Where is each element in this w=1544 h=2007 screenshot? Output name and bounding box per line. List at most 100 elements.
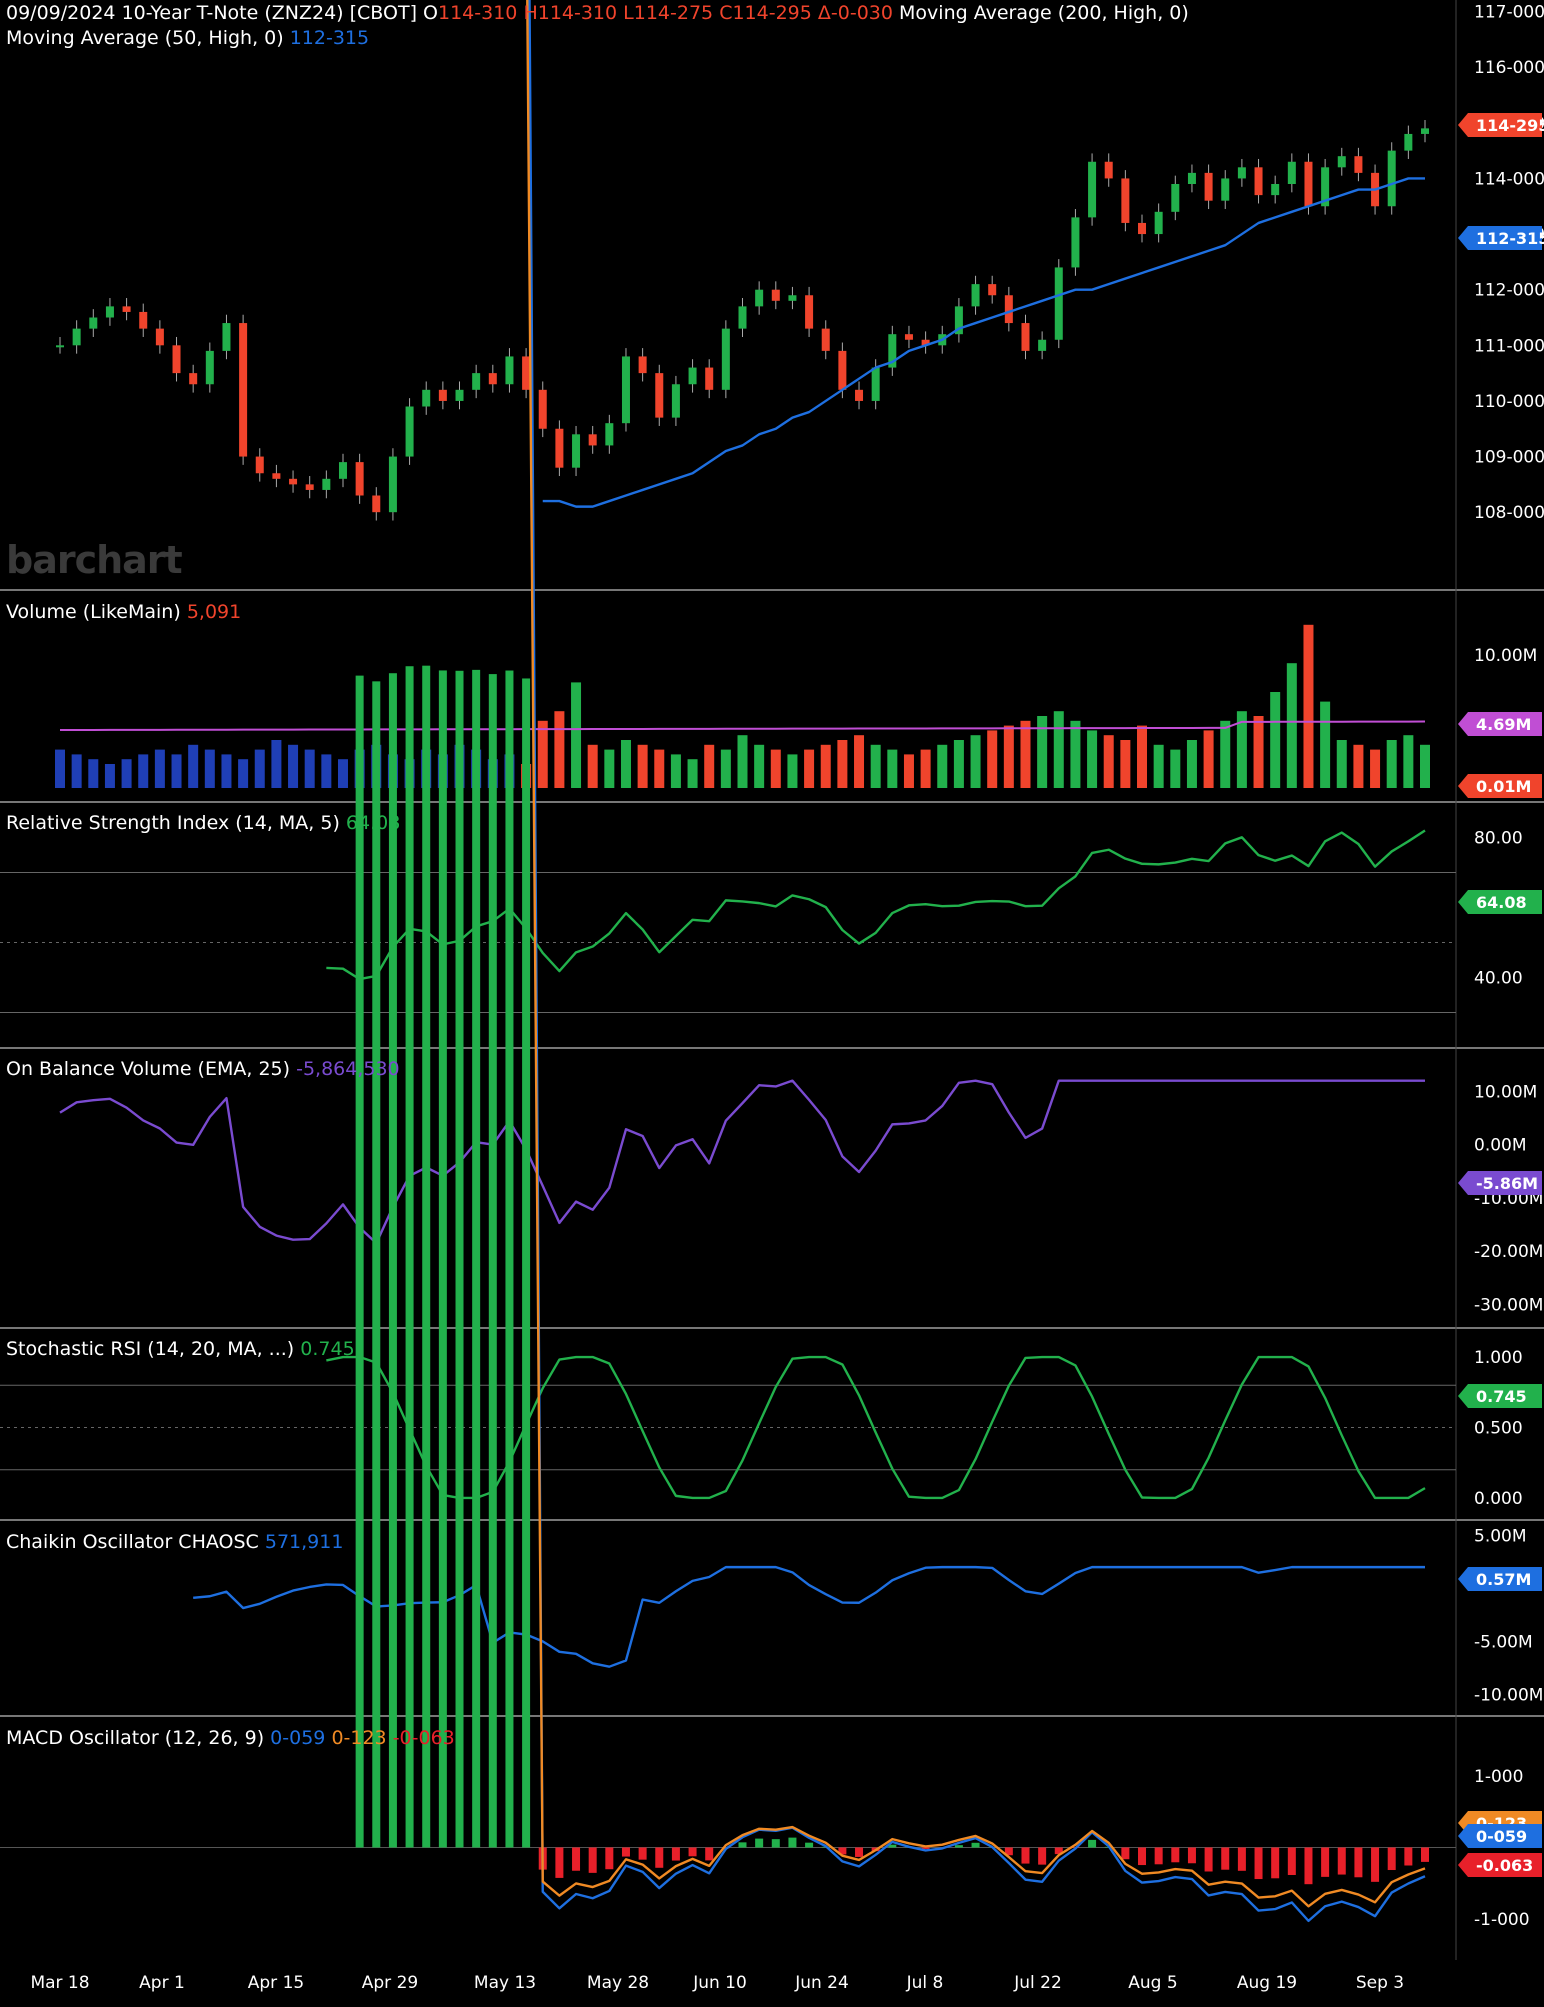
candle-body [1121,178,1129,223]
candle-body [1271,184,1279,195]
candle-body [1188,173,1196,184]
macd-hist-bar [1171,1848,1179,1863]
ma50-header: Moving Average (50, High, 0) 112-315 [6,27,369,49]
volume-bar [1120,740,1130,788]
volume-bar [971,735,981,788]
macd-hist-bar [1021,1848,1029,1864]
volume-bar [688,759,698,788]
close-price-badge-text: 114-295 [1476,116,1544,135]
volume-bar [122,759,132,788]
macd-hist-bar [489,674,497,1847]
macd-hist-bar [955,1845,963,1847]
candle-body [1221,178,1229,200]
candle-body [156,329,164,346]
volume-bar [954,740,964,788]
macd-hist-bar [1038,1848,1046,1865]
macd-hist-bar [422,666,430,1848]
price-tick-label: 117-000 [1474,3,1544,23]
macd-hist-bar [1088,1840,1096,1848]
volume-bar [921,750,931,788]
volume-bar [1254,716,1264,788]
candle-body [123,306,131,312]
header-ma50-label: Moving Average (50, High, 0) [6,27,284,49]
candle-body [772,290,780,301]
candle-body [1404,134,1412,151]
volume-bar [738,735,748,788]
macd-hist-bar [689,1848,697,1857]
header-instrument: 10-Year T-Note (ZNZ24) [CBOT] [122,2,417,24]
candle-body [1255,167,1263,195]
price-tick-label: 116-000 [1474,58,1544,78]
candle-body [272,473,280,479]
chaikin-tick-label: -5.00M [1474,1632,1533,1652]
macd-signal-line [360,0,1425,1906]
stochrsi-title: Stochastic RSI (14, 20, MA, ...) [6,1338,294,1360]
candle-body [1288,162,1296,184]
candle-body [1155,212,1163,234]
macd-hist-bar [755,1839,763,1848]
volume-bar [1204,730,1214,788]
volume-bar [1054,711,1064,788]
candle-body [356,462,364,495]
volume-bar [604,750,614,788]
candle-body [805,295,813,328]
price-tick-label: 108-000 [1474,503,1544,523]
candle-body [572,434,580,467]
volume-bar [904,754,914,788]
volume-bar [72,754,82,788]
obv-badge-text: -5.86M [1476,1174,1538,1193]
macd-hist-bar [739,1842,747,1847]
candle-body [822,329,830,351]
header-ma200-label: Moving Average (200, High, 0) [899,2,1189,24]
ma50-line [543,178,1425,506]
candle-body [972,284,980,306]
candle-body [106,306,114,317]
header-open-prefix: O [423,2,438,24]
volume-bar [721,750,731,788]
candle-body [905,334,913,340]
stochrsi-value: 0.745 [300,1338,354,1360]
candle-body [872,368,880,401]
macd-hist-bar [372,681,380,1847]
volume-value: 5,091 [187,601,241,623]
volume-bar [1320,702,1330,788]
x-axis-label: May 13 [474,1973,536,1993]
volume-bar [1403,735,1413,788]
candle-body [1304,162,1312,207]
header-open: 114-310 [438,2,517,24]
candle-body [472,373,480,390]
candle-body [239,323,247,457]
chaikin-header: Chaikin Oscillator CHAOSC 571,911 [6,1531,343,1553]
chaikin-tick-label: 5.00M [1474,1526,1527,1546]
volume-bar [305,750,315,788]
chaikin-tick-label: -10.00M [1474,1685,1543,1705]
x-axis-label: Aug 5 [1128,1973,1177,1993]
macd-hist-bar [672,1848,680,1861]
volume-bar [588,745,598,788]
volume-bar [105,764,115,788]
volume-bar [238,759,248,788]
stochrsi-header: Stochastic RSI (14, 20, MA, ...) 0.745 [6,1338,355,1360]
candle-body [539,390,547,429]
obv-title: On Balance Volume (EMA, 25) [6,1058,290,1080]
macd-badge-text: 0-059 [1476,1827,1527,1846]
rsi-header: Relative Strength Index (14, MA, 5) 64.0… [6,812,400,834]
candle-body [289,479,297,485]
x-axis-label: Aug 19 [1237,1973,1297,1993]
macd-hist-bar [605,1848,613,1870]
candle-body [689,368,697,385]
candle-body [722,329,730,390]
chaikin-badge-text: 0.57M [1476,1570,1531,1589]
volume-bar [704,745,714,788]
candle-body [1055,267,1063,339]
volume-bar [1220,721,1230,788]
candle-body [672,384,680,417]
macd-hist-bar [522,678,530,1847]
candle-body [1071,217,1079,267]
candle-body [755,290,763,307]
candle-body [56,345,64,347]
macd-hist-bar [1205,1848,1213,1872]
candle-body [322,479,330,490]
volume-bar [55,750,65,788]
